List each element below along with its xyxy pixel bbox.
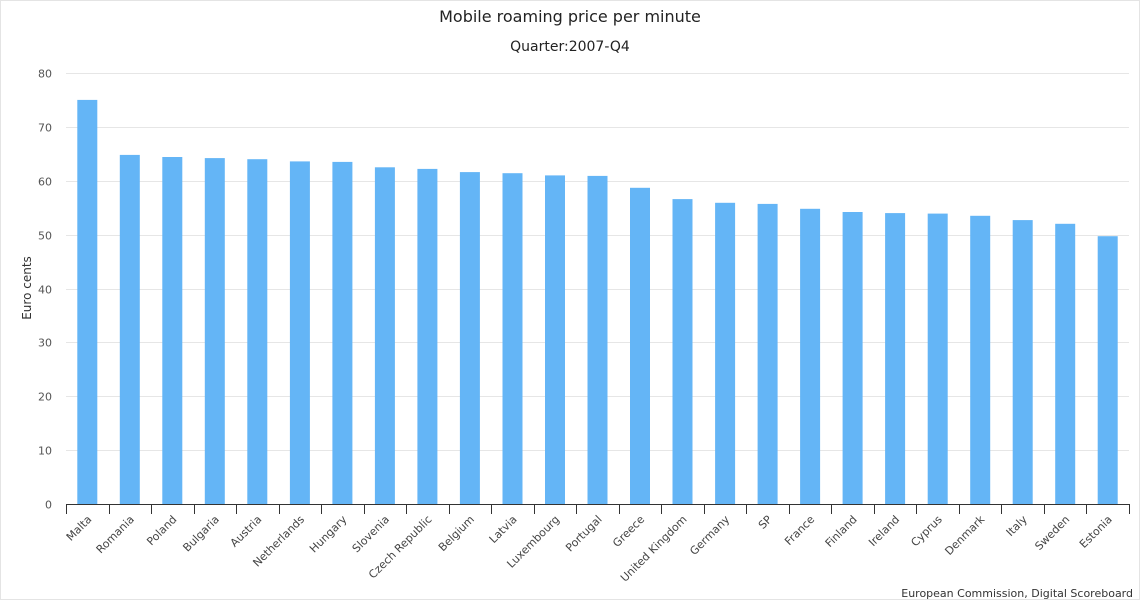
- x-tick-label: France: [782, 513, 817, 548]
- x-tick-label: Sweden: [1032, 513, 1072, 553]
- bar[interactable]: [247, 159, 268, 504]
- bar[interactable]: [800, 208, 821, 505]
- gridlines: [66, 73, 1129, 451]
- y-tick-label: 70: [38, 122, 52, 135]
- x-tick-label: Ireland: [866, 513, 902, 549]
- bar[interactable]: [374, 167, 395, 505]
- bar[interactable]: [502, 173, 523, 504]
- x-tick-label: Greece: [610, 513, 647, 550]
- x-tick-label: Poland: [144, 513, 179, 548]
- x-tick-label: Denmark: [942, 512, 987, 557]
- bar[interactable]: [162, 157, 183, 504]
- y-tick-label: 20: [38, 391, 52, 404]
- bar[interactable]: [672, 199, 693, 504]
- bar[interactable]: [1055, 223, 1076, 505]
- bar[interactable]: [119, 154, 140, 504]
- x-tick-label: Malta: [64, 513, 95, 544]
- x-tick-label: Cyprus: [908, 513, 945, 550]
- bar[interactable]: [417, 168, 438, 504]
- x-tick-label: Austria: [228, 513, 265, 550]
- chart-subtitle: Quarter:2007-Q4: [510, 39, 630, 55]
- y-tick-label: 50: [38, 230, 52, 243]
- bar[interactable]: [332, 161, 353, 504]
- bar[interactable]: [204, 158, 225, 504]
- x-tick-label: Portugal: [563, 513, 604, 554]
- bar[interactable]: [630, 187, 650, 505]
- bar[interactable]: [885, 213, 906, 504]
- bar[interactable]: [1097, 236, 1118, 504]
- y-tick-label: 40: [38, 284, 52, 297]
- x-tick-label: Romania: [94, 513, 137, 556]
- y-tick-label: 80: [38, 68, 52, 81]
- chart-credit: European Commission, Digital Scoreboard: [901, 587, 1133, 600]
- bar[interactable]: [289, 161, 310, 504]
- x-tick-label: Finland: [823, 513, 860, 550]
- x-tick-label: Germany: [687, 513, 732, 558]
- bar[interactable]: [587, 175, 608, 504]
- y-tick-labels: 0 10 20 30 40 50 60 70 80: [38, 68, 52, 512]
- bar[interactable]: [715, 202, 736, 505]
- y-tick-label: 0: [45, 499, 52, 512]
- bar[interactable]: [459, 172, 480, 504]
- bar[interactable]: [970, 215, 991, 505]
- bar[interactable]: [77, 99, 98, 505]
- x-tick-label: Italy: [1004, 513, 1030, 539]
- x-tick-labels: Malta Romania Poland Bulgaria AustriaNetherl…: [64, 512, 1115, 584]
- x-tick-label: Latvia: [487, 513, 520, 546]
- bars: [77, 99, 1118, 505]
- axes: [66, 504, 1130, 514]
- x-tick-label: Belgium: [436, 513, 477, 554]
- bar[interactable]: [545, 175, 565, 504]
- x-tick-label: Slovenia: [350, 513, 392, 555]
- x-tick-label: Estonia: [1077, 513, 1115, 551]
- y-tick-label: 10: [38, 445, 52, 458]
- y-axis-label: Euro cents: [20, 256, 34, 320]
- bar[interactable]: [842, 212, 863, 504]
- x-tick-label: SP: [756, 513, 775, 532]
- y-tick-label: 60: [38, 176, 52, 189]
- bar[interactable]: [927, 213, 948, 504]
- chart-title: Mobile roaming price per minute: [439, 7, 701, 26]
- y-tick-label: 30: [38, 337, 52, 350]
- x-tick-label: Bulgaria: [180, 513, 221, 554]
- x-tick-label: Hungary: [307, 513, 350, 556]
- bar[interactable]: [757, 203, 778, 504]
- bar[interactable]: [1012, 220, 1033, 504]
